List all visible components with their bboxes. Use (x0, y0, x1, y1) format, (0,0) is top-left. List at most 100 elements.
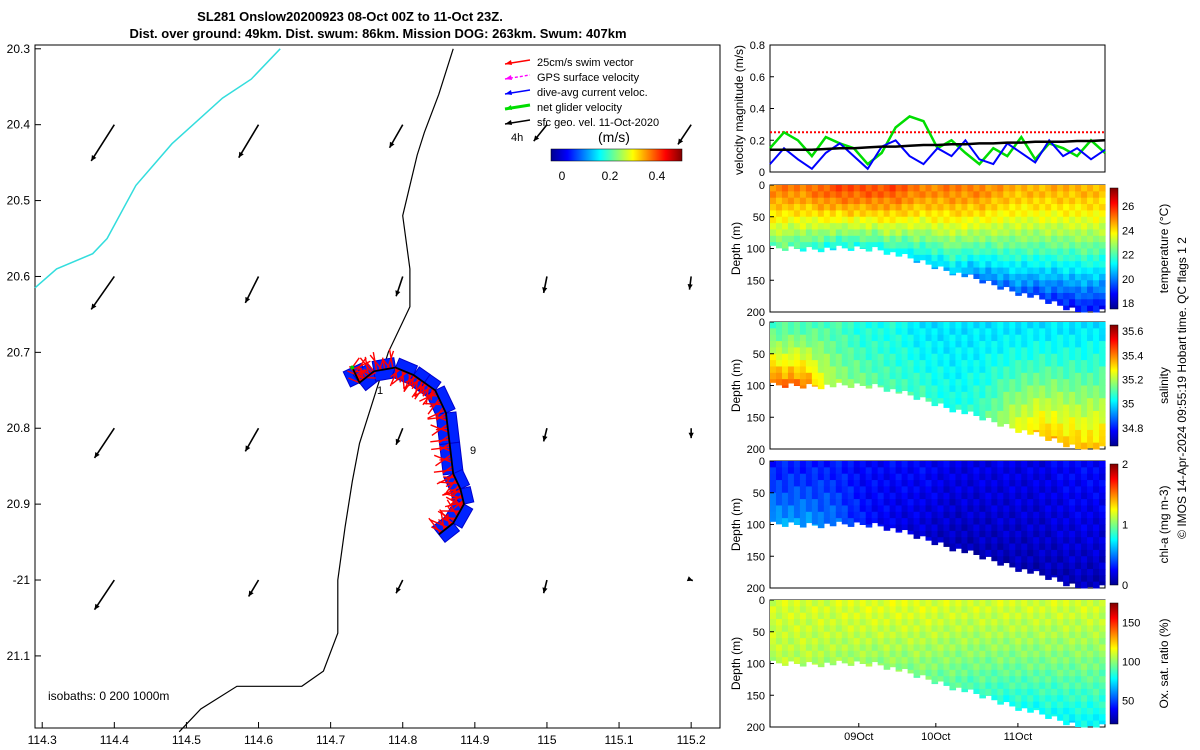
section-cell (1081, 600, 1088, 607)
section-cell (937, 676, 945, 682)
section-cell (871, 216, 879, 224)
section-cell (871, 328, 879, 336)
section-cell (961, 612, 969, 620)
section-cell (1075, 676, 1082, 684)
section-cell (919, 467, 927, 475)
section-cell (895, 204, 903, 211)
section-cell (1057, 461, 1064, 468)
section-cell (1039, 562, 1046, 570)
section-cell (1051, 644, 1058, 652)
section-cell (997, 254, 1004, 262)
section-cell (823, 242, 831, 248)
section-cell (1087, 391, 1094, 399)
section-cell (859, 242, 867, 249)
section-cell (1069, 499, 1076, 506)
section-cell (1075, 682, 1082, 690)
section-cell (775, 461, 783, 468)
section-cell (817, 492, 825, 500)
section-cell (770, 322, 777, 329)
section-cell (913, 612, 921, 620)
section-cell (1081, 229, 1088, 237)
section-cell (799, 210, 807, 218)
swim-vector (445, 480, 458, 488)
section-cell (1063, 385, 1070, 393)
section-colorbar (1109, 187, 1119, 310)
section-cell (1093, 341, 1100, 348)
legend-label: net glider velocity (537, 102, 622, 114)
section-cell (1009, 486, 1016, 494)
section-cell (1003, 417, 1010, 425)
section-cell (1033, 682, 1040, 690)
section-cell (931, 657, 939, 664)
section-cell (1009, 669, 1016, 677)
swim-vector (401, 370, 405, 390)
section-cell (1027, 492, 1034, 500)
section-cell (949, 619, 957, 626)
section-cell (925, 229, 933, 237)
section-cell (1087, 360, 1094, 367)
section-cell (1009, 480, 1016, 487)
section-cell (1063, 619, 1070, 626)
section-cell (979, 322, 986, 329)
section-cell (1063, 486, 1070, 494)
section-cell (1069, 606, 1076, 614)
section-cell (775, 204, 783, 211)
section-cell (853, 347, 861, 355)
section-cell (955, 625, 963, 633)
section-cell (919, 191, 927, 199)
section-cell (1069, 676, 1076, 684)
section-cell (991, 612, 998, 620)
section-cell (1033, 385, 1040, 393)
section-cell (1075, 473, 1082, 481)
section-cell (799, 347, 807, 355)
section-cell (1075, 273, 1082, 281)
section-cell (883, 242, 891, 249)
section-cell (991, 492, 998, 500)
section-cell (991, 549, 998, 557)
section-cell (943, 191, 951, 199)
colorbar-tick-label: 35.4 (1122, 350, 1143, 362)
section-cell (1021, 644, 1028, 652)
section-cell (1039, 518, 1046, 525)
section-cell (955, 461, 963, 468)
section-cell (1027, 261, 1034, 269)
section-cell (1009, 524, 1016, 532)
section-cell (781, 242, 789, 249)
section-cell (853, 322, 861, 329)
section-cell (883, 385, 891, 392)
section-cell (805, 191, 813, 199)
section-cell (781, 467, 789, 475)
section-cell (955, 530, 963, 538)
section-cell (847, 461, 855, 468)
section-cell (799, 235, 807, 243)
section-cell (997, 360, 1004, 367)
geo-vector (542, 579, 548, 594)
section-cell (793, 328, 801, 336)
section-cell (1009, 505, 1016, 513)
section-cell (829, 229, 837, 237)
section-cell (991, 682, 998, 690)
section-cell (931, 398, 939, 406)
section-cell (775, 379, 783, 386)
section-cell (1015, 216, 1022, 224)
section-cell (817, 638, 825, 645)
section-cell (1063, 714, 1070, 722)
section-cell (889, 210, 897, 218)
section-cell (1069, 650, 1076, 658)
section-cell (841, 499, 849, 506)
section-cell (853, 657, 861, 662)
section-cell (1051, 398, 1058, 406)
section-cell (1003, 505, 1010, 513)
section-cell (913, 473, 921, 481)
section-cell (955, 254, 963, 262)
section-cell (799, 223, 807, 230)
section-cell (883, 499, 891, 506)
section-cell (799, 360, 807, 367)
geo-vector (90, 124, 115, 162)
section-cell (770, 644, 777, 652)
section-cell (1033, 391, 1040, 399)
section-cell (1045, 322, 1052, 329)
section-cell (967, 410, 974, 412)
section-cell (961, 619, 969, 626)
